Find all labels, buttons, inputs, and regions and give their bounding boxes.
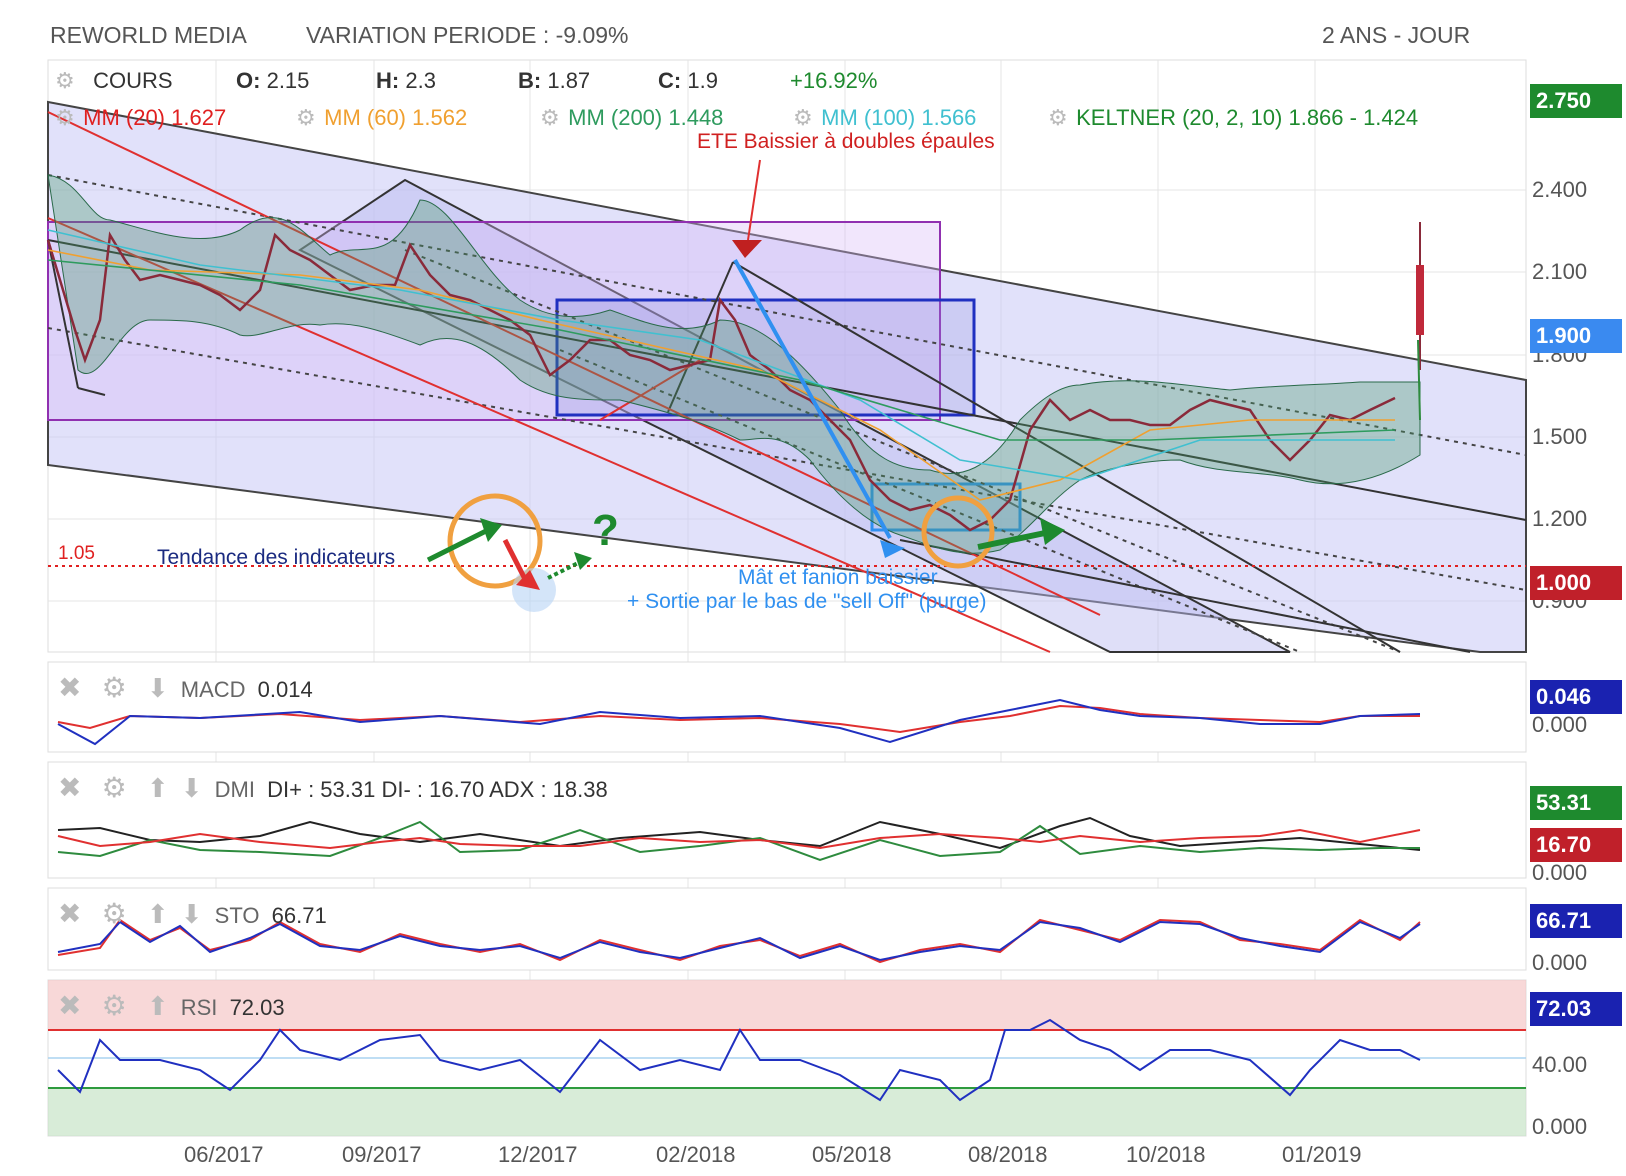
close-icon[interactable]: ✖ xyxy=(58,990,82,1021)
low-number: 1.87 xyxy=(547,68,591,93)
rsi-tick-mid: 40.00 xyxy=(1532,1052,1588,1077)
dmi-minus-badge: 16.70 xyxy=(1530,828,1622,862)
close-icon[interactable]: ✖ xyxy=(58,898,82,929)
open-value: O: 2.15 xyxy=(236,68,309,94)
mm20-legend[interactable]: ⚙ MM (20) 1.627 xyxy=(55,105,226,131)
gear-icon[interactable]: ⚙ xyxy=(101,990,127,1021)
mm100-text: MM (100) 1.566 xyxy=(821,105,977,130)
period-selector[interactable]: 2 ANS - JOUR xyxy=(1322,22,1471,48)
gear-icon[interactable]: ⚙ xyxy=(540,105,560,130)
flag-circle xyxy=(921,495,995,569)
sto-value: 66.71 xyxy=(271,903,327,928)
open-number: 2.15 xyxy=(266,68,310,93)
arrow-down-icon[interactable]: ⬇ xyxy=(146,673,169,703)
low-value: B: 1.87 xyxy=(518,68,590,94)
x-tick: 12/2017 xyxy=(498,1142,578,1167)
tendance-annotation: Tendance des indicateurs xyxy=(157,546,396,569)
open-label: O: xyxy=(236,68,261,93)
dmi-tick: 0.000 xyxy=(1532,860,1588,885)
x-tick: 06/2017 xyxy=(184,1142,264,1167)
high-value: H: 2.3 xyxy=(376,68,436,94)
rsi-value: 72.03 xyxy=(229,995,285,1020)
x-tick: 08/2018 xyxy=(968,1142,1048,1167)
arrow-up-icon[interactable]: ⬆ xyxy=(146,773,169,803)
ete-annotation: ETE Baissier à doubles épaules xyxy=(697,130,995,153)
dmi-plus-badge: 53.31 xyxy=(1530,786,1622,820)
x-tick: 01/2019 xyxy=(1282,1142,1362,1167)
dmi-header: ✖ ⚙ ⬆ ⬇ DMI DI+ : 53.31 DI- : 16.70 ADX … xyxy=(58,771,608,804)
rsi-label: RSI xyxy=(180,995,218,1020)
mm60-legend[interactable]: ⚙ MM (60) 1.562 xyxy=(296,105,467,131)
macd-label: MACD xyxy=(180,677,246,702)
dmi-label: DMI xyxy=(214,777,255,802)
close-value: C: 1.9 xyxy=(658,68,718,94)
high-number: 2.3 xyxy=(405,68,436,93)
company-title: REWORLD MEDIA xyxy=(50,22,247,48)
macd-tick: 0.000 xyxy=(1532,712,1588,737)
macd-header: ✖ ⚙ ⬇ MACD 0.014 xyxy=(58,671,313,704)
keltner-text: KELTNER (20, 2, 10) 1.866 - 1.424 xyxy=(1076,105,1419,130)
sto-label: STO xyxy=(214,903,260,928)
gear-icon[interactable]: ⚙ xyxy=(55,68,75,93)
rsi-tick-low: 0.000 xyxy=(1532,1114,1588,1139)
gear-icon[interactable]: ⚙ xyxy=(793,105,813,130)
last-price-badge: 1.900 xyxy=(1530,319,1622,353)
support-badge: 1.000 xyxy=(1530,566,1622,600)
mat-annotation-2: + Sortie par le bas de "sell Off" (purge… xyxy=(627,590,987,613)
gear-icon[interactable]: ⚙ xyxy=(101,772,127,803)
sto-tick: 0.000 xyxy=(1532,950,1588,975)
change-value: +16.92% xyxy=(790,68,878,93)
price-max-badge: 2.750 xyxy=(1530,84,1622,118)
x-tick: 02/2018 xyxy=(656,1142,736,1167)
x-tick: 10/2018 xyxy=(1126,1142,1206,1167)
consolidation-box xyxy=(47,221,941,421)
mm60-text: MM (60) 1.562 xyxy=(324,105,468,130)
sto-badge: 66.71 xyxy=(1530,904,1622,938)
rsi-badge: 72.03 xyxy=(1530,992,1622,1026)
quote-row: ⚙ COURS xyxy=(55,68,173,94)
x-tick: 05/2018 xyxy=(812,1142,892,1167)
period-variation: VARIATION PERIODE : -9.09% xyxy=(306,22,629,48)
macd-value: 0.014 xyxy=(257,677,313,702)
arrow-down-icon[interactable]: ⬇ xyxy=(180,773,203,803)
mm100-legend[interactable]: ⚙ MM (100) 1.566 xyxy=(793,105,976,131)
price-tick: 1.500 xyxy=(1532,424,1588,449)
x-tick: 09/2017 xyxy=(342,1142,422,1167)
price-tick: 1.200 xyxy=(1532,506,1588,531)
close-icon[interactable]: ✖ xyxy=(58,672,82,703)
price-tick: 2.400 xyxy=(1532,177,1588,202)
gear-icon[interactable]: ⚙ xyxy=(1048,105,1068,130)
close-icon[interactable]: ✖ xyxy=(58,772,82,803)
cours-label: COURS xyxy=(93,68,173,93)
indicator-circle xyxy=(447,493,543,589)
gear-icon[interactable]: ⚙ xyxy=(296,105,316,130)
rsi-header: ✖ ⚙ ⬆ RSI 72.03 xyxy=(58,989,285,1022)
gear-icon[interactable]: ⚙ xyxy=(101,898,127,929)
arrow-up-icon[interactable]: ⬆ xyxy=(146,899,169,929)
mm20-text: MM (20) 1.627 xyxy=(83,105,227,130)
keltner-legend[interactable]: ⚙ KELTNER (20, 2, 10) 1.866 - 1.424 xyxy=(1048,105,1418,131)
low-label: B: xyxy=(518,68,542,93)
price-line xyxy=(46,231,1396,532)
price-tick: 2.100 xyxy=(1532,259,1588,284)
high-label: H: xyxy=(376,68,400,93)
arrow-up-icon[interactable]: ⬆ xyxy=(146,991,169,1021)
arrow-down-icon[interactable]: ⬇ xyxy=(180,899,203,929)
question-mark: ? xyxy=(592,506,619,555)
close-label: C: xyxy=(658,68,682,93)
gear-icon[interactable]: ⚙ xyxy=(55,105,75,130)
sto-header: ✖ ⚙ ⬆ ⬇ STO 66.71 xyxy=(58,897,327,930)
dmi-values: DI+ : 53.31 DI- : 16.70 ADX : 18.38 xyxy=(267,777,608,802)
macd-badge: 0.046 xyxy=(1530,680,1622,714)
mat-annotation-1: Mât et fanion baissier xyxy=(738,566,938,589)
mm200-text: MM (200) 1.448 xyxy=(568,105,724,130)
support-label: 1.05 xyxy=(58,543,95,564)
mm200-legend[interactable]: ⚙ MM (200) 1.448 xyxy=(540,105,723,131)
close-number: 1.9 xyxy=(687,68,718,93)
gear-icon[interactable]: ⚙ xyxy=(101,672,127,703)
